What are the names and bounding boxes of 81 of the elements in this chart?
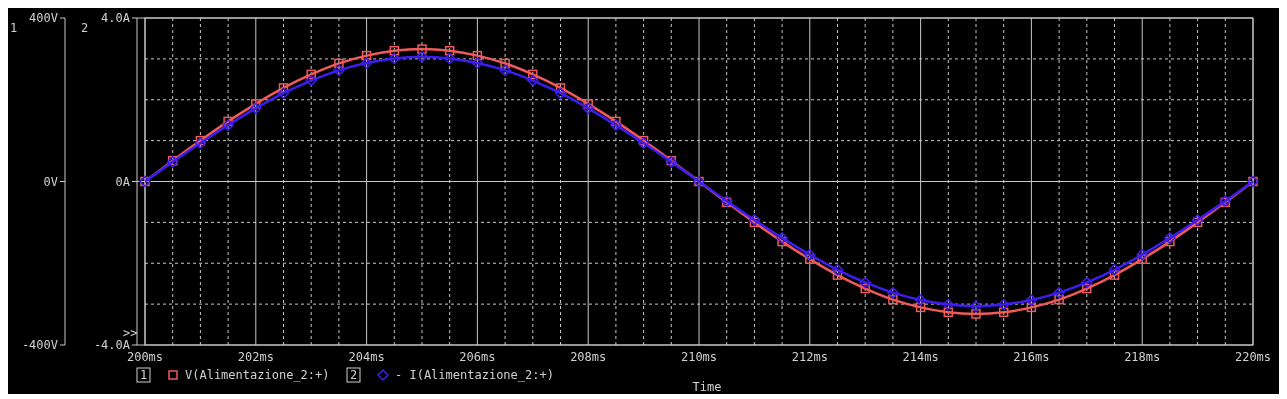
point [1026,302,1037,313]
point [528,69,538,80]
point [860,283,870,294]
point [887,286,899,299]
y-tick-label: 0V [43,174,58,189]
point [360,57,373,69]
x-tick-label: 200ms [126,350,164,364]
point [1025,294,1038,306]
point [804,248,816,261]
point [306,69,316,80]
legend-label: V(Alimentazione_2:+) [185,368,330,382]
point [914,294,927,306]
point [582,102,594,115]
point [361,50,372,61]
x-tick-label: 202ms [237,350,274,364]
x-tick-label: 216ms [1013,350,1050,364]
point [472,50,483,61]
point [1082,283,1092,294]
point [1108,264,1121,276]
x-tick-label: 220ms [1234,350,1272,364]
point [389,45,400,56]
legend-label: - I(Alimentazione_2:+) [395,368,554,382]
point [776,232,788,244]
point [971,309,981,319]
text: 1 [10,21,18,35]
point [831,264,844,276]
point [1054,294,1064,305]
y2-tick-label: 0A [115,174,131,189]
point [1136,248,1148,261]
point [554,87,567,99]
point [471,57,484,69]
point [1081,276,1093,289]
axis-number-box: 1 [136,367,151,383]
point [388,52,401,65]
axis-number-box: 2 [346,367,361,383]
text: >> [123,326,138,340]
point [305,74,317,87]
point [416,51,428,63]
point [1109,270,1120,280]
point [1053,286,1065,299]
y2-tick-label: -4.0A [93,338,131,352]
point [888,294,898,305]
y2-tick-label: 4.0A [101,11,131,25]
point [610,119,622,131]
point [1164,232,1176,244]
point [997,298,1010,311]
point [859,276,871,289]
point [777,236,787,247]
point [832,270,843,280]
point [417,44,427,54]
x-tick-label: 218ms [1124,350,1161,364]
point [444,45,455,56]
y-tick-label: 400V [29,11,58,25]
text: 2 [81,21,89,35]
point [970,300,982,312]
point [334,58,344,69]
point [555,83,566,93]
point [277,87,290,99]
point [915,302,926,313]
point [942,298,955,311]
point [222,119,234,131]
x-tick-label: 212ms [791,350,828,364]
point [333,64,345,77]
x-tick-label: 206ms [459,350,496,364]
point [943,307,954,318]
point [500,58,510,69]
point [278,83,289,93]
point [443,52,456,65]
point [499,64,511,77]
x-axis-title: Time [692,380,722,394]
point [998,307,1009,318]
x-tick-label: 208ms [570,350,607,364]
x-tick-label: 210ms [680,350,718,364]
point [1165,236,1175,247]
point [250,102,262,115]
y-tick-label: -400V [21,338,58,352]
point [223,116,233,127]
point [527,74,539,87]
point [611,116,621,127]
x-tick-label: 204ms [348,350,385,364]
x-tick-label: 214ms [902,350,939,364]
